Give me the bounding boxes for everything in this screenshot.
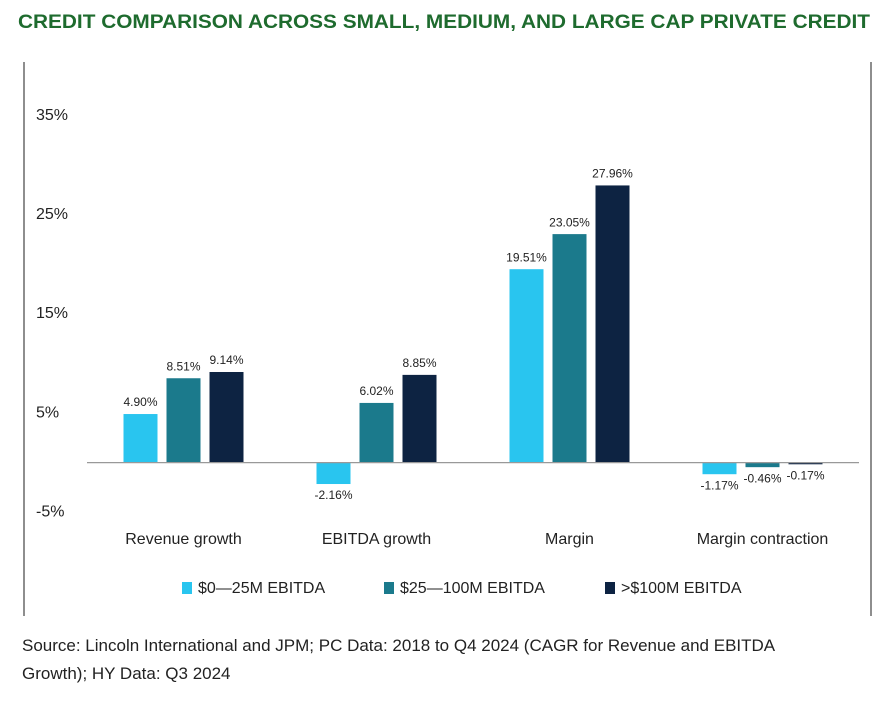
value-label: -2.16% xyxy=(314,488,352,502)
value-label: 8.85% xyxy=(402,356,436,370)
bar xyxy=(316,462,351,485)
legend-swatch xyxy=(605,582,615,594)
value-label: 27.96% xyxy=(592,167,633,181)
value-label: 23.05% xyxy=(549,215,590,229)
value-label: 8.51% xyxy=(166,359,200,373)
x-tick-label: Margin contraction xyxy=(697,531,829,548)
legend-swatch xyxy=(182,582,192,594)
value-label: -1.17% xyxy=(700,478,738,492)
bar xyxy=(788,462,823,465)
chart-title: CREDIT COMPARISON ACROSS SMALL, MEDIUM, … xyxy=(18,12,870,33)
legend-label: $0—25M EBITDA xyxy=(198,580,325,597)
bar xyxy=(509,269,544,463)
legend-label: $25—100M EBITDA xyxy=(400,580,545,597)
value-label: 9.14% xyxy=(209,353,243,367)
bar xyxy=(166,378,201,463)
x-tick-label: EBITDA growth xyxy=(322,531,431,548)
chart: CREDIT COMPARISON ACROSS SMALL, MEDIUM, … xyxy=(18,12,872,616)
bar xyxy=(123,414,158,463)
y-tick-label: 5% xyxy=(36,404,59,421)
value-label: 19.51% xyxy=(506,250,547,264)
source-note: Source: Lincoln International and JPM; P… xyxy=(22,636,775,683)
x-tick-label: Revenue growth xyxy=(125,531,242,548)
x-tick-label: Margin xyxy=(545,531,594,548)
bar xyxy=(595,185,630,463)
bar xyxy=(359,402,394,463)
value-label: -0.46% xyxy=(743,471,781,485)
bar xyxy=(702,462,737,475)
y-tick-label: -5% xyxy=(36,503,64,520)
value-label: -0.17% xyxy=(786,468,824,482)
y-tick-label: 25% xyxy=(36,206,68,223)
bar xyxy=(552,234,587,463)
bar xyxy=(209,372,244,463)
legend-label: >$100M EBITDA xyxy=(621,580,742,597)
y-tick-label: 35% xyxy=(36,107,68,124)
value-label: 4.90% xyxy=(123,395,157,409)
y-tick-label: 15% xyxy=(36,305,68,322)
legend-swatch xyxy=(384,582,394,594)
bar xyxy=(402,374,437,463)
value-label: 6.02% xyxy=(359,384,393,398)
bar xyxy=(745,462,780,468)
